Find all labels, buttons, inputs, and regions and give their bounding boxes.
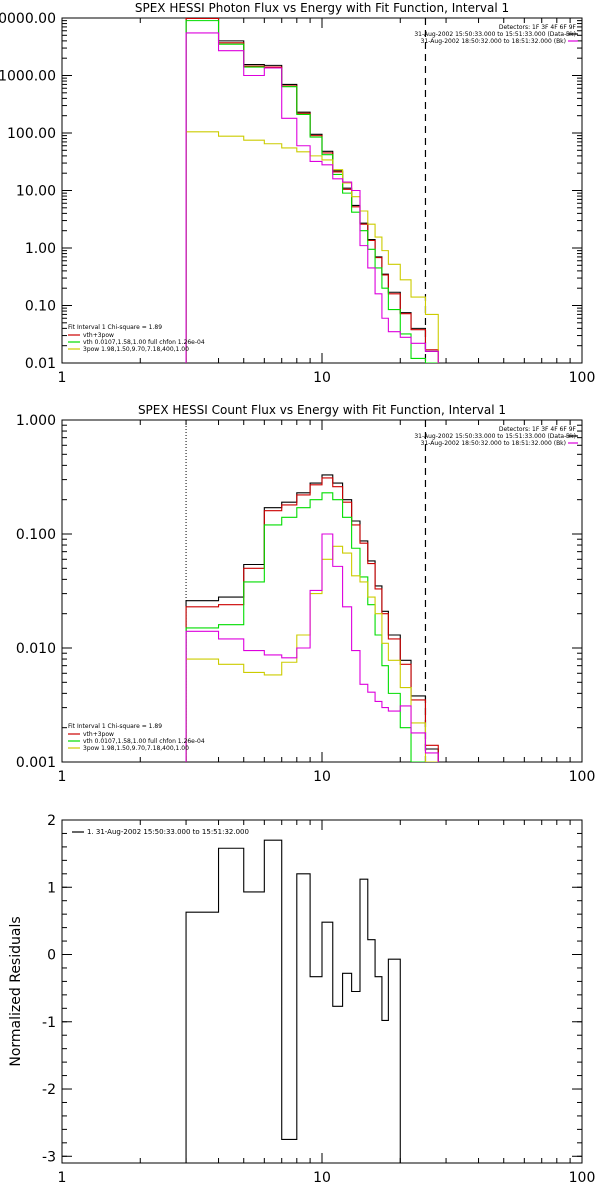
x-tick-label: 1 — [58, 370, 67, 386]
histogram-series — [185, 32, 439, 363]
fit-legend-entry: vth 0.0107,1.58,1.00 full chfon 1.26e-04 — [83, 738, 205, 745]
y-tick-label: 0.001 — [16, 755, 56, 771]
header-annotation: Detectors: 1F 3F 4F 6F 9F — [499, 426, 577, 433]
header-annotation: 31-Aug-2002 18:50:32.000 to 18:51:32.000… — [421, 38, 566, 45]
histogram-series — [185, 545, 439, 762]
y-tick-label: 0.01 — [25, 356, 56, 372]
y-tick-label: -2 — [42, 1082, 56, 1098]
fit-interval-label: Fit Interval 1 Chi-square = 1.89 — [68, 723, 162, 730]
residuals-panel: Normalized Residuals 1 10 100 -3 -2 -1 0 1 2 1. 31… — [8, 813, 595, 1186]
count-flux-panel: SPEX HESSI Count Flux vs Energy with Fit… — [16, 403, 595, 785]
histogram-series — [185, 131, 439, 363]
y-tick-label: 10.00 — [16, 184, 56, 200]
fit-legend-entry: vth+3pow — [83, 731, 114, 738]
histogram-series — [185, 533, 439, 762]
y-tick-label: 2 — [47, 813, 56, 829]
histogram-series — [185, 20, 439, 363]
photon-flux-panel: SPEX HESSI Photon Flux vs Energy with Fi… — [0, 1, 595, 386]
y-tick-label: 1 — [47, 880, 56, 896]
x-tick-label: 100 — [569, 1170, 596, 1186]
histogram-series — [185, 492, 439, 762]
y-tick-label: 10000.00 — [0, 11, 56, 27]
fit-legend-entry: vth 0.0107,1.58,1.00 full chfon 1.26e-04 — [83, 339, 205, 346]
fit-legend-entry: 3pow 1.98,1.50,9.70,7.18,400,1.00 — [83, 745, 189, 752]
x-tick-label: 1 — [58, 769, 67, 785]
header-annotation: 31-Aug-2002 15:50:33.000 to 15:51:33.000… — [414, 433, 576, 440]
plot-frame — [61, 819, 583, 1164]
fit-legend-entry: vth+3pow — [83, 332, 114, 339]
y-tick-label: 0 — [47, 948, 56, 964]
fit-legend-entry: 3pow 1.98,1.50,9.70,7.18,400,1.00 — [83, 346, 189, 353]
y-tick-label: 1000.00 — [0, 69, 56, 85]
y-tick-label: 1.00 — [25, 241, 56, 257]
fit-interval-label: Fit Interval 1 Chi-square = 1.89 — [68, 324, 162, 331]
header-annotation: Detectors: 1F 3F 4F 6F 9F — [499, 24, 577, 31]
plot-frame — [61, 17, 583, 364]
data-layer — [185, 18, 439, 363]
x-tick-label: 1 — [58, 1170, 67, 1186]
header-annotation: 31-Aug-2002 15:50:33.000 to 15:51:33.000… — [414, 31, 576, 38]
y-tick-label: 0.010 — [16, 641, 56, 657]
y-tick-label: 0.100 — [16, 527, 56, 543]
histogram-series — [185, 839, 401, 1163]
y-tick-label: -3 — [42, 1149, 56, 1165]
y-tick-label: -1 — [42, 1015, 56, 1031]
y-tick-label: 0.10 — [25, 299, 56, 315]
chart-title: SPEX HESSI Count Flux vs Energy with Fit… — [138, 403, 506, 417]
x-tick-label: 10 — [313, 1170, 331, 1186]
residual-legend-entry: 1. 31-Aug-2002 15:50:33.000 to 15:51:32.… — [87, 828, 249, 836]
y-axis-label: Normalized Residuals — [8, 916, 24, 1066]
y-tick-label: 100.00 — [7, 126, 56, 142]
x-tick-label: 100 — [569, 370, 596, 386]
x-tick-label: 10 — [313, 769, 331, 785]
header-annotation: 31-Aug-2002 18:50:32.000 to 18:51:32.000… — [421, 440, 566, 447]
chart-title: SPEX HESSI Photon Flux vs Energy with Fi… — [135, 1, 509, 15]
data-layer — [185, 839, 401, 1163]
y-tick-label: 1.000 — [16, 413, 56, 429]
data-layer — [185, 420, 439, 762]
x-tick-label: 10 — [313, 370, 331, 386]
x-tick-label: 100 — [569, 769, 596, 785]
